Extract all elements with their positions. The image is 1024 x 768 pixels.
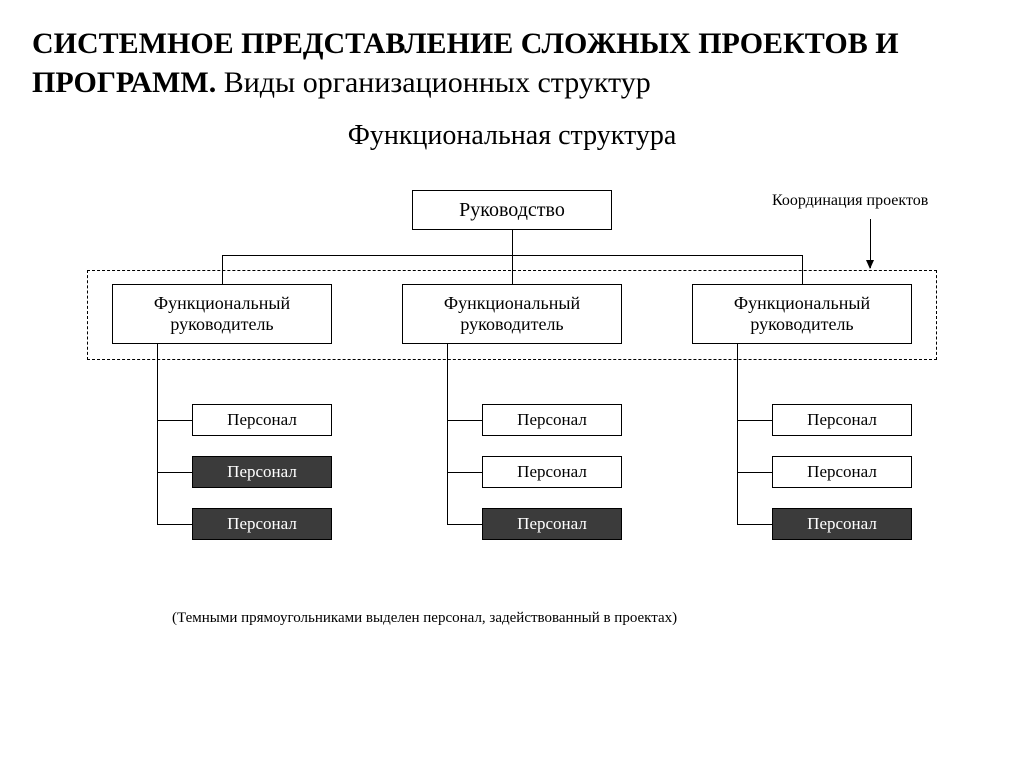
connector — [737, 344, 738, 524]
coordination-arrow-icon — [870, 219, 871, 268]
connector — [802, 255, 803, 284]
node-staff: Персонал — [192, 456, 332, 488]
node-staff: Персонал — [772, 456, 912, 488]
connector — [447, 524, 482, 525]
node-staff: Персонал — [482, 456, 622, 488]
node-staff: Персонал — [772, 508, 912, 540]
connector — [737, 524, 772, 525]
connector — [512, 255, 513, 284]
node-manager: Функциональный руководитель — [692, 284, 912, 344]
node-staff: Персонал — [192, 508, 332, 540]
connector — [157, 420, 192, 421]
connector — [222, 255, 223, 284]
connector — [447, 420, 482, 421]
connector — [737, 420, 772, 421]
org-chart: Функциональная структура Руководство Фун… — [32, 120, 992, 680]
connector — [157, 472, 192, 473]
node-manager: Функциональный руководитель — [402, 284, 622, 344]
node-manager: Функциональный руководитель — [112, 284, 332, 344]
page-title: СИСТЕМНОЕ ПРЕДСТАВЛЕНИЕ СЛОЖНЫХ ПРОЕКТОВ… — [32, 24, 992, 102]
connector — [447, 344, 448, 524]
node-staff: Персонал — [772, 404, 912, 436]
chart-title: Функциональная структура — [32, 120, 992, 152]
node-staff: Персонал — [482, 404, 622, 436]
connector — [157, 344, 158, 524]
node-staff: Персонал — [482, 508, 622, 540]
connector — [157, 524, 192, 525]
coordination-label: Координация проектов — [772, 192, 928, 210]
page-title-regular: Виды организационных структур — [216, 66, 651, 99]
connector — [447, 472, 482, 473]
chart-footnote: (Темными прямоугольниками выделен персон… — [172, 610, 677, 627]
connector — [512, 230, 513, 255]
connector — [737, 472, 772, 473]
node-staff: Персонал — [192, 404, 332, 436]
node-root: Руководство — [412, 190, 612, 230]
